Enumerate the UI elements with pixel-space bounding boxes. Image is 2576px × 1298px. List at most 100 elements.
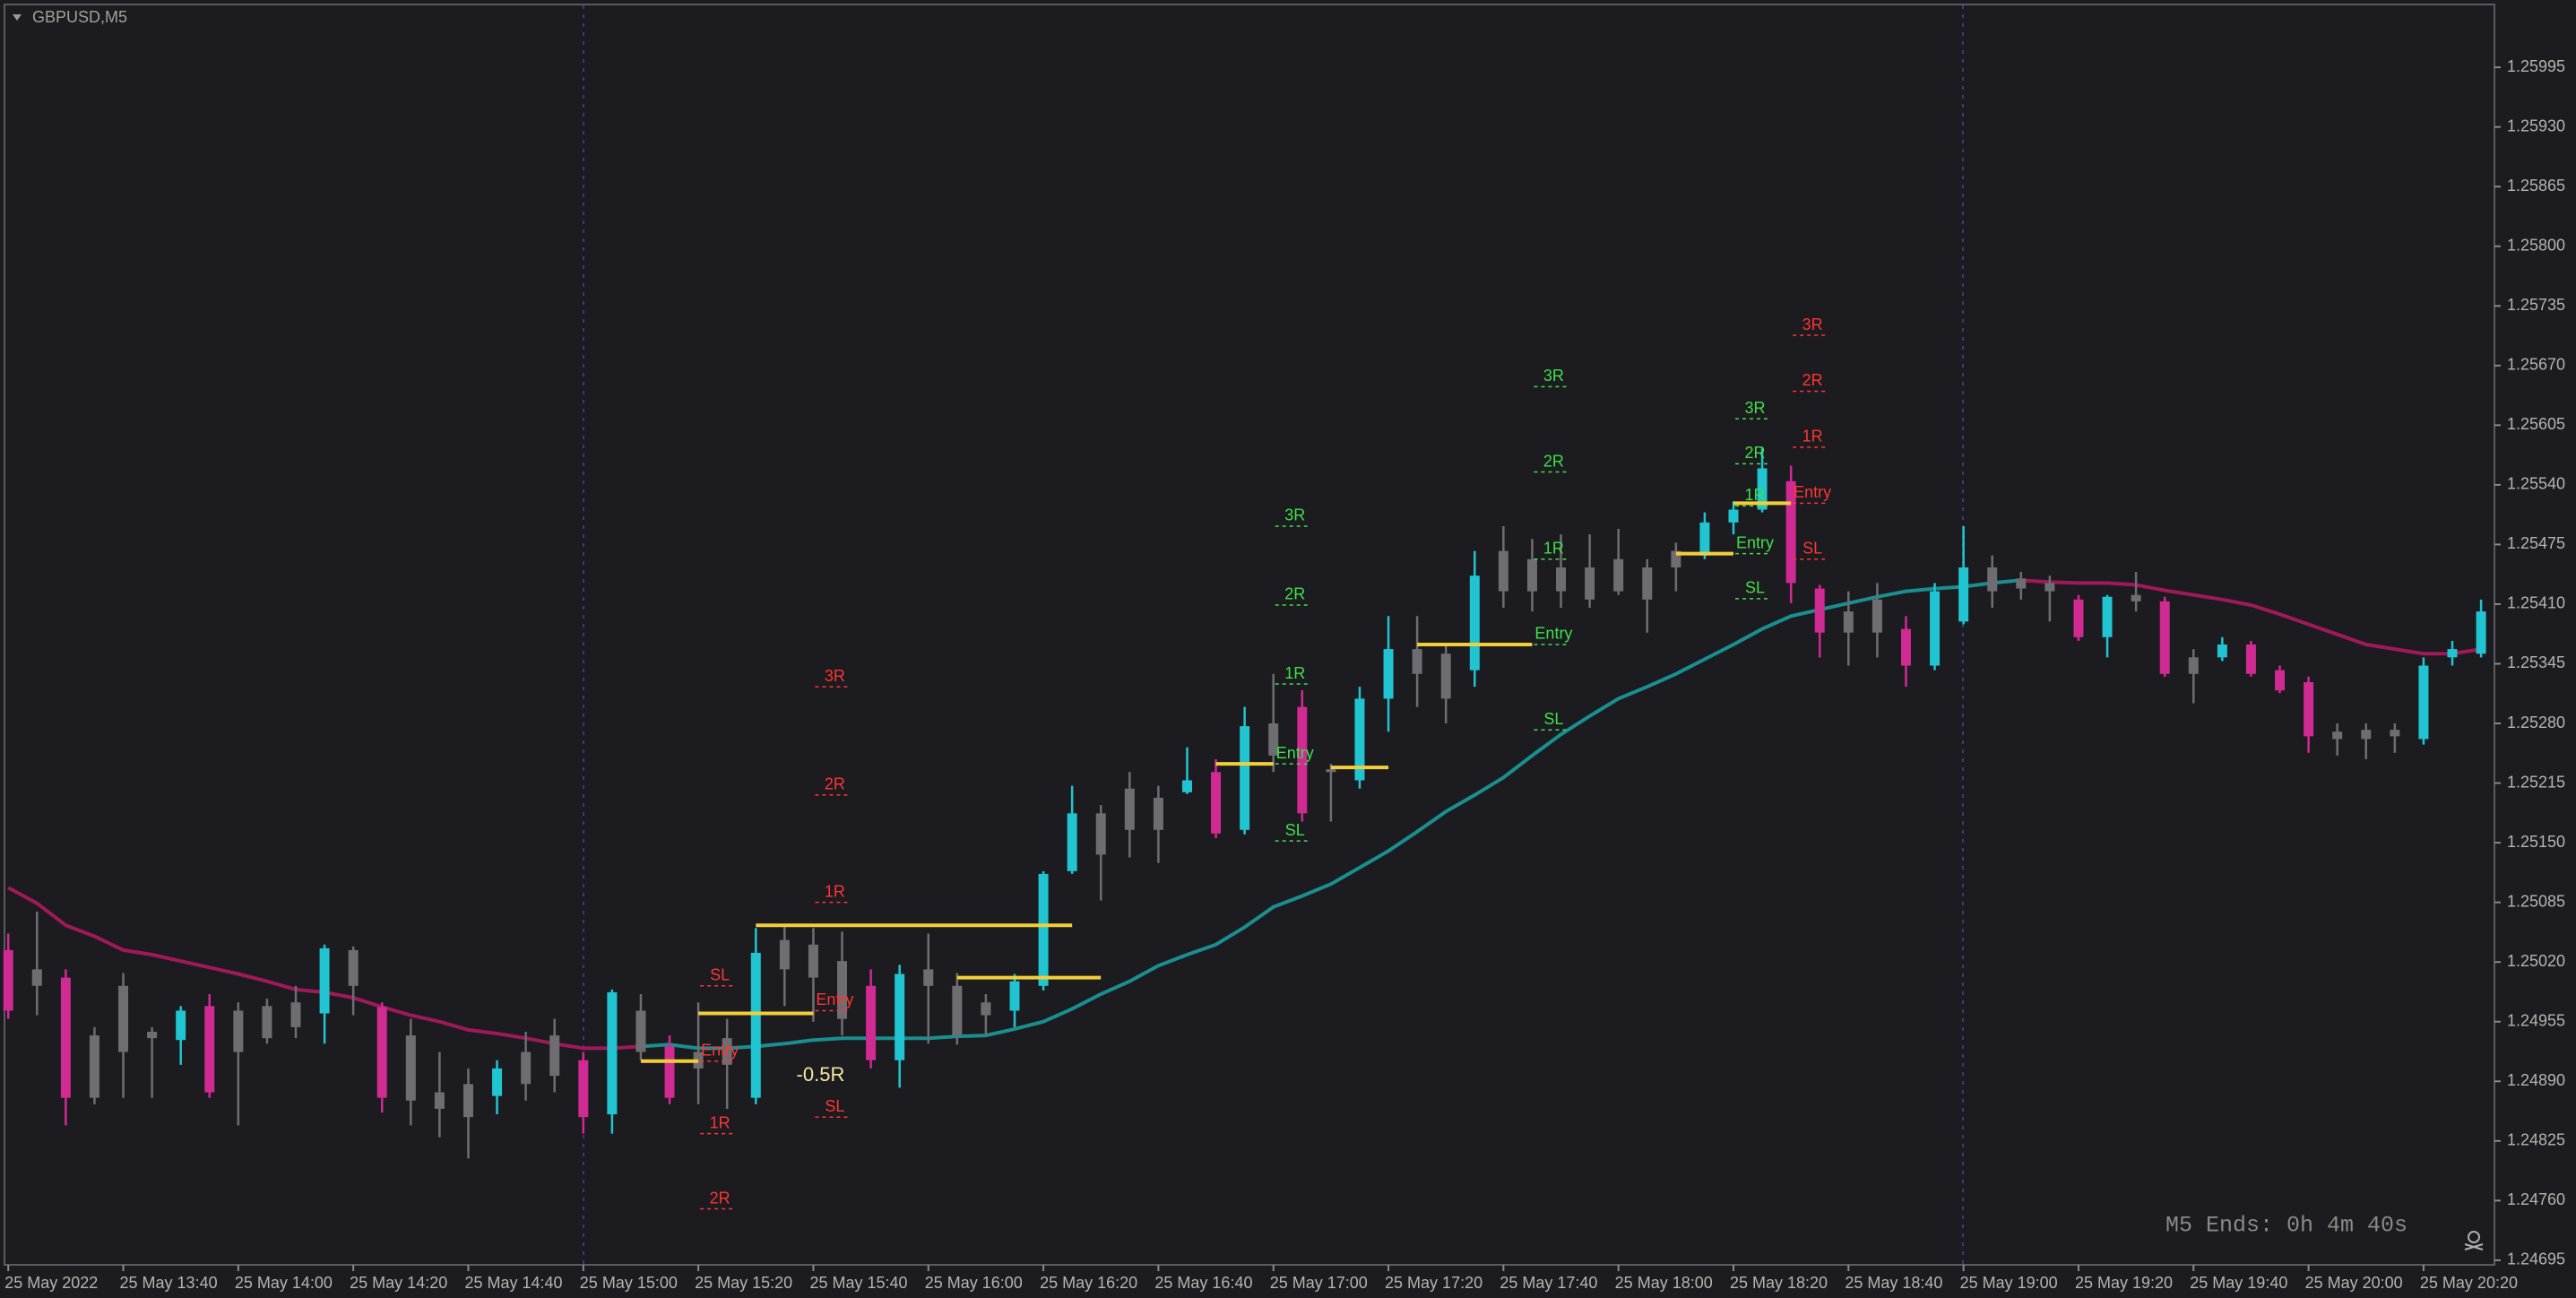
x-tick-label: 25 May 19:20 bbox=[2075, 1274, 2173, 1292]
y-tick-label: 1.25540 bbox=[2507, 475, 2565, 493]
y-tick-label: 1.24760 bbox=[2507, 1190, 2565, 1208]
level-label: 1R bbox=[1284, 664, 1305, 682]
level-label: 3R bbox=[1543, 367, 1564, 385]
candle-body bbox=[1671, 550, 1681, 568]
candle-body bbox=[1469, 575, 1480, 671]
candle-body bbox=[981, 1002, 991, 1016]
candle-body bbox=[1211, 772, 1222, 834]
candle-body bbox=[1440, 653, 1451, 699]
level-label: 2R bbox=[1744, 444, 1765, 462]
candle-body bbox=[462, 1084, 473, 1118]
y-tick-label: 1.24825 bbox=[2507, 1131, 2565, 1149]
candle-body bbox=[492, 1068, 503, 1096]
candle-body bbox=[147, 1031, 158, 1039]
candle-body bbox=[118, 985, 129, 1052]
candle-body bbox=[2044, 583, 2055, 592]
y-tick-label: 1.24955 bbox=[2507, 1011, 2565, 1029]
candle-body bbox=[1095, 813, 1106, 855]
candle-body bbox=[2245, 644, 2256, 674]
level-label: SL bbox=[1543, 710, 1563, 728]
level-label: 3R bbox=[1802, 316, 1823, 333]
y-tick-label: 1.25995 bbox=[2507, 57, 2565, 75]
level-label: SL bbox=[1285, 821, 1305, 839]
annotation: -0.5R bbox=[797, 1063, 845, 1086]
candle-body bbox=[2304, 681, 2314, 737]
x-tick-label: 25 May 14:40 bbox=[464, 1274, 562, 1292]
level-label: Entry bbox=[816, 991, 853, 1008]
x-tick-label: 25 May 15:40 bbox=[809, 1274, 907, 1292]
x-tick-label: 25 May 18:00 bbox=[1615, 1274, 1713, 1292]
candle-body bbox=[31, 969, 42, 986]
x-tick-label: 25 May 14:00 bbox=[235, 1274, 333, 1292]
window-menu-icon[interactable] bbox=[13, 14, 22, 21]
candle-body bbox=[2418, 665, 2429, 740]
y-tick-label: 1.25215 bbox=[2507, 773, 2565, 791]
candle-body bbox=[3, 949, 13, 1011]
candle-body bbox=[60, 977, 71, 1098]
candle-body bbox=[779, 939, 790, 970]
candle-body bbox=[2102, 596, 2113, 637]
y-tick-label: 1.25735 bbox=[2507, 296, 2565, 314]
level-label: Entry bbox=[1794, 483, 1831, 501]
y-tick-label: 1.25085 bbox=[2507, 892, 2565, 910]
candle-body bbox=[1240, 726, 1250, 830]
x-tick-label: 25 May 18:20 bbox=[1730, 1274, 1828, 1292]
x-tick-label: 25 May 16:00 bbox=[925, 1274, 1023, 1292]
candle-body bbox=[549, 1035, 560, 1077]
candle-body bbox=[837, 961, 848, 1019]
candle-body bbox=[204, 1006, 215, 1093]
candle-body bbox=[1526, 558, 1537, 592]
skull-icon bbox=[2464, 1231, 2484, 1250]
y-tick-label: 1.25800 bbox=[2507, 236, 2565, 254]
y-tick-label: 1.25605 bbox=[2507, 415, 2565, 433]
level-label: 2R bbox=[1543, 452, 1564, 470]
y-tick-label: 1.25475 bbox=[2507, 534, 2565, 552]
candle-body bbox=[434, 1092, 445, 1109]
candle-body bbox=[1900, 628, 1911, 666]
y-tick-label: 1.24695 bbox=[2507, 1250, 2565, 1268]
candle-body bbox=[376, 1007, 387, 1098]
candle-body bbox=[1987, 567, 1998, 592]
candle-body bbox=[1728, 509, 1739, 523]
candle-body bbox=[1814, 588, 1825, 633]
candle-body bbox=[521, 1051, 532, 1085]
candle-body bbox=[722, 1038, 732, 1065]
candle-body bbox=[1009, 981, 1020, 1011]
candle-body bbox=[2390, 730, 2400, 737]
level-label: Entry bbox=[1736, 533, 1774, 551]
level-label: 2R bbox=[710, 1189, 730, 1207]
candle-body bbox=[1181, 780, 1192, 792]
candle-body bbox=[2131, 594, 2141, 601]
x-tick-label: 25 May 15:20 bbox=[695, 1274, 792, 1292]
level-label: 1R bbox=[710, 1113, 730, 1131]
level-label: 2R bbox=[1802, 371, 1823, 389]
y-tick-label: 1.25150 bbox=[2507, 833, 2565, 851]
candle-body bbox=[1498, 550, 1508, 592]
candle-body bbox=[1124, 788, 1135, 830]
candle-body bbox=[348, 949, 359, 986]
x-tick-label: 25 May 19:00 bbox=[1960, 1274, 2058, 1292]
candle-timer: M5 Ends: 0h 4m 40s bbox=[2165, 1213, 2407, 1239]
level-label: 1R bbox=[1802, 428, 1823, 446]
level-label: 1R bbox=[1543, 540, 1564, 558]
x-tick-label: 25 May 17:40 bbox=[1500, 1274, 1597, 1292]
candle-body bbox=[1871, 599, 1882, 633]
candle-body bbox=[2361, 730, 2372, 740]
candle-body bbox=[233, 1010, 244, 1052]
x-tick-label: 25 May 19:40 bbox=[2190, 1274, 2287, 1292]
level-label: 2R bbox=[1284, 585, 1305, 603]
candle-body bbox=[607, 991, 618, 1115]
candle-body bbox=[2275, 670, 2286, 691]
candle-body bbox=[1412, 649, 1422, 674]
candle-body bbox=[2447, 649, 2458, 658]
candle-body bbox=[2332, 731, 2343, 740]
window-title: GBPUSD,M5 bbox=[32, 8, 127, 26]
candle-body bbox=[176, 1010, 186, 1041]
level-label: 1R bbox=[825, 882, 845, 900]
level-label: Entry bbox=[701, 1041, 739, 1059]
level-label: 2R bbox=[825, 775, 845, 793]
level-label: 3R bbox=[1744, 399, 1765, 417]
candle-body bbox=[2159, 601, 2170, 674]
candle-body bbox=[1613, 558, 1624, 592]
candle-body bbox=[2188, 657, 2199, 674]
